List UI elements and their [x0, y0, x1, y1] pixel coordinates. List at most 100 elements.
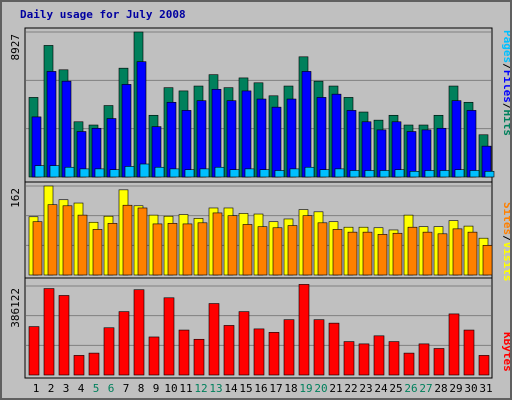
bar-kbytes-kbytes-day-1: [28, 326, 40, 376]
bar-kbytes-kbytes-day-25: [388, 341, 400, 376]
bar-visits-sites-sites-day-5: [92, 229, 103, 276]
bar-hits-files-pages-pages-day-15: [244, 168, 255, 178]
bar-kbytes-kbytes-day-29: [448, 313, 460, 376]
day-label-1: 1: [33, 382, 40, 395]
legend-sep-2: /: [501, 103, 510, 110]
day-label-30: 30: [464, 382, 477, 395]
bar-visits-sites-sites-day-10: [167, 223, 178, 276]
bar-visits-sites-sites-day-19: [302, 215, 313, 276]
legend-sep-1: /: [501, 63, 510, 70]
bar-kbytes-kbytes-day-14: [223, 325, 235, 376]
bar-hits-files-pages-pages-day-12: [199, 168, 210, 178]
bar-kbytes-kbytes-day-26: [403, 352, 415, 376]
bar-kbytes-kbytes-day-8: [133, 289, 145, 376]
bar-hits-files-pages-pages-day-27: [424, 170, 435, 178]
bar-hits-files-pages-pages-day-11: [184, 169, 195, 178]
bar-hits-files-pages-pages-day-21: [334, 168, 345, 178]
bar-hits-files-pages-files-day-25: [391, 121, 402, 178]
bar-hits-files-pages-files-day-14: [226, 100, 237, 178]
legend-hits: Hits: [501, 110, 510, 137]
day-label-25: 25: [389, 382, 402, 395]
bar-visits-sites-sites-day-24: [377, 234, 388, 276]
day-label-24: 24: [374, 382, 388, 395]
day-label-17: 17: [269, 382, 282, 395]
bar-hits-files-pages-files-day-13: [211, 88, 222, 178]
bar-hits-files-pages-pages-day-18: [289, 168, 300, 178]
bar-hits-files-pages-pages-day-20: [319, 169, 330, 178]
bar-hits-files-pages-pages-day-10: [169, 168, 180, 178]
bar-kbytes-kbytes-day-2: [43, 288, 55, 376]
day-label-26: 26: [404, 382, 417, 395]
legend-visits-sites: Sites/Visits: [501, 202, 510, 282]
bar-visits-sites-sites-day-8: [137, 207, 148, 276]
bar-hits-files-pages-pages-day-19: [304, 166, 315, 178]
bar-hits-files-pages-files-day-27: [421, 129, 432, 178]
ymax-label-visits-sites: 162: [9, 188, 22, 208]
bar-visits-sites-sites-day-17: [272, 227, 283, 276]
bar-kbytes-kbytes-day-28: [433, 348, 445, 376]
bar-hits-files-pages-pages-day-22: [349, 170, 360, 178]
bar-kbytes-kbytes-day-23: [358, 343, 370, 376]
bar-hits-files-pages-pages-day-1: [34, 165, 45, 178]
day-label-29: 29: [449, 382, 462, 395]
bar-hits-files-pages-files-day-19: [301, 71, 312, 178]
legend-kbytes-label: KBytes: [501, 332, 510, 372]
bar-hits-files-pages-pages-day-8: [139, 163, 150, 178]
bar-visits-sites-sites-day-20: [317, 222, 328, 276]
bar-visits-sites-sites-day-6: [107, 223, 118, 276]
bar-hits-files-pages-files-day-29: [451, 100, 462, 178]
bar-hits-files-pages-pages-day-23: [364, 170, 375, 178]
bar-visits-sites-sites-day-4: [77, 214, 88, 276]
bar-visits-sites-sites-day-3: [62, 205, 73, 276]
day-label-3: 3: [63, 382, 70, 395]
day-label-23: 23: [359, 382, 372, 395]
bar-kbytes-kbytes-day-13: [208, 303, 220, 376]
day-label-6: 6: [108, 382, 115, 395]
day-label-14: 14: [224, 382, 238, 395]
bar-hits-files-pages-files-day-7: [121, 84, 132, 178]
bar-hits-files-pages-files-day-10: [166, 101, 177, 178]
bar-hits-files-pages-files-day-24: [376, 129, 387, 178]
bar-kbytes-kbytes-day-24: [373, 335, 385, 376]
day-label-7: 7: [123, 382, 130, 395]
bar-hits-files-pages-files-day-20: [316, 97, 327, 178]
bar-kbytes-kbytes-day-9: [148, 336, 160, 376]
bar-visits-sites-sites-day-26: [407, 226, 418, 276]
bar-hits-files-pages-pages-day-16: [259, 169, 270, 178]
day-label-5: 5: [93, 382, 100, 395]
day-label-12: 12: [194, 382, 207, 395]
bar-visits-sites-sites-day-16: [257, 226, 268, 276]
day-label-18: 18: [284, 382, 297, 395]
bar-kbytes-kbytes-day-16: [253, 328, 265, 376]
bar-visits-sites-sites-day-1: [32, 221, 43, 276]
bar-visits-sites-sites-day-30: [467, 231, 478, 276]
bar-kbytes-kbytes-day-6: [103, 327, 115, 376]
bar-visits-sites-sites-day-22: [347, 231, 358, 276]
bar-kbytes-kbytes-day-19: [298, 284, 310, 376]
day-label-10: 10: [164, 382, 177, 395]
bar-kbytes-kbytes-day-20: [313, 319, 325, 376]
day-label-8: 8: [138, 382, 145, 395]
bar-hits-files-pages-files-day-8: [136, 61, 147, 178]
bar-hits-files-pages-pages-day-28: [439, 170, 450, 178]
bar-visits-sites-sites-day-9: [152, 223, 163, 276]
bar-visits-sites-sites-day-28: [437, 233, 448, 276]
day-label-21: 21: [329, 382, 342, 395]
bar-hits-files-pages-files-day-12: [196, 100, 207, 178]
bar-visits-sites-sites-day-29: [452, 228, 463, 276]
day-label-27: 27: [419, 382, 432, 395]
day-label-20: 20: [314, 382, 327, 395]
bar-visits-sites-sites-day-23: [362, 231, 373, 276]
legend-visits: Visits: [501, 242, 510, 282]
bar-hits-files-pages-files-day-28: [436, 127, 447, 178]
bar-visits-sites-sites-day-14: [227, 215, 238, 276]
bar-hits-files-pages-pages-day-17: [274, 170, 285, 178]
day-label-11: 11: [179, 382, 192, 395]
bar-kbytes-kbytes-day-3: [58, 295, 70, 376]
bar-hits-files-pages-files-day-2: [46, 71, 57, 178]
day-label-28: 28: [434, 382, 447, 395]
legend-sep-3: /: [501, 235, 510, 242]
bar-hits-files-pages-files-day-6: [106, 118, 117, 178]
day-label-16: 16: [254, 382, 267, 395]
